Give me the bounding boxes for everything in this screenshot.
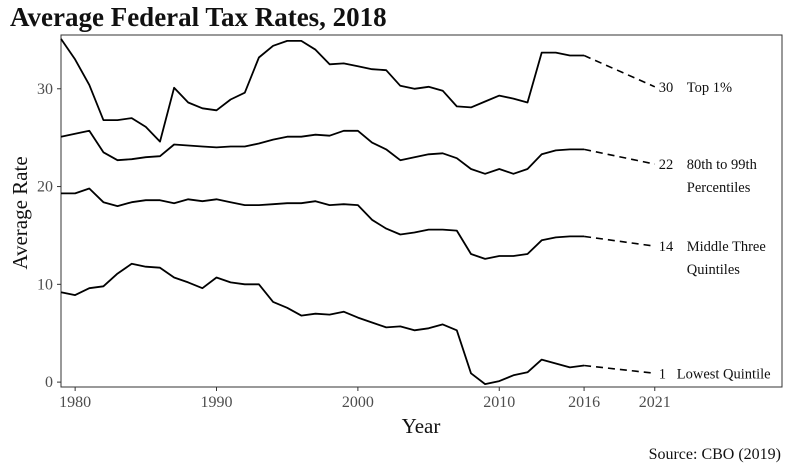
y-axis: 0 10 20 30 [37,81,61,391]
series-line-p80_99 [60,129,585,175]
series-label-p80_99: 80th to 99th [687,157,758,173]
series-layer [60,38,656,385]
projection-value-top1: 30 [659,80,674,96]
series-label-middle3: Quintiles [687,262,741,278]
series-line-top1 [60,38,585,143]
series-label-p80_99: Percentiles [687,180,751,196]
series-line-lowest [60,262,585,385]
y-axis-title: Average Rate [8,156,32,269]
series-label-middle3: Middle Three [687,239,766,255]
chart-title: Average Federal Tax Rates, 2018 [10,2,387,32]
end-labels: 30 Top 1% 22 80th to 99th Percentiles 14 Middl… [659,80,771,382]
x-tick-label: 2016 [568,394,600,411]
projection-value-lowest: 1 [659,366,666,382]
x-axis-title: Year [402,414,441,438]
x-tick-label: 1990 [201,394,233,411]
y-tick-label: 0 [45,374,53,391]
x-tick-label: 2000 [342,394,374,411]
projection-value-p80_99: 22 [659,157,674,173]
x-axis: 1980 1990 2000 2010 2016 2021 [59,387,671,411]
source-note: Source: CBO (2019) [648,446,781,463]
series-label-lowest: Lowest Quintile [677,366,771,382]
projection-value-middle3: 14 [659,239,674,255]
projection-line-p80_99 [583,148,655,165]
x-tick-label: 1980 [59,394,91,411]
x-tick-label: 2010 [483,394,515,411]
projection-line-top1 [583,54,656,88]
x-tick-label: 2021 [639,394,671,411]
y-tick-label: 10 [37,276,53,293]
y-tick-label: 30 [37,81,53,98]
series-label-top1: Top 1% [687,80,732,96]
y-tick-label: 20 [37,179,53,196]
plot-panel [60,34,783,388]
series-line-middle3 [61,187,585,260]
